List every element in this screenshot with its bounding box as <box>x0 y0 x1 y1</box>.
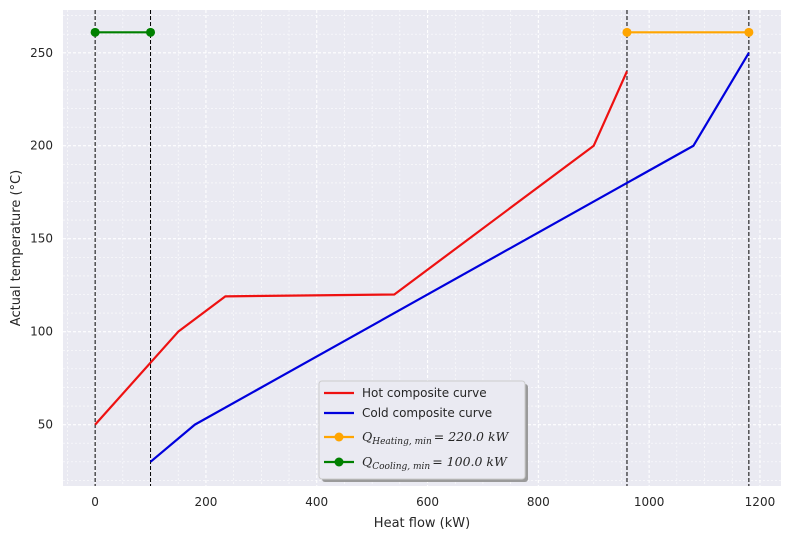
x-axis-label: Heat flow (kW) <box>374 516 470 531</box>
series-point-3 <box>146 27 156 37</box>
series-point-3 <box>90 27 100 37</box>
x-tick-label: 800 <box>527 495 550 509</box>
legend-marker-3 <box>334 457 344 467</box>
x-tick-label: 200 <box>194 495 217 509</box>
x-tick-label: 1000 <box>634 495 665 509</box>
y-tick-label: 50 <box>38 418 53 432</box>
y-tick-label: 250 <box>30 46 53 60</box>
legend: Hot composite curve Cold composite curve Q… <box>318 380 528 482</box>
legend-label-0: Hot composite curve <box>362 386 487 400</box>
series-line-1 <box>149 52 750 463</box>
legend-label-2: QHeating, min = 220.0 kW <box>362 429 510 447</box>
legend-box <box>318 380 526 480</box>
x-tick-labels: 0 200 400 600 800 1000 1200 <box>91 495 775 509</box>
x-tick-label: 1200 <box>745 495 776 509</box>
y-tick-label: 100 <box>30 325 53 339</box>
series-point-2 <box>744 27 754 37</box>
vertical-lines <box>94 10 750 486</box>
x-tick-label: 600 <box>416 495 439 509</box>
x-tick-label: 400 <box>305 495 328 509</box>
y-axis-label: Actual temperature (°C) <box>9 170 24 326</box>
legend-label-3: QCooling, min = 100.0 kW <box>362 454 508 472</box>
series-group <box>90 27 754 463</box>
y-tick-label: 150 <box>30 232 53 246</box>
y-tick-label: 200 <box>30 139 53 153</box>
series-point-2 <box>622 27 632 37</box>
x-tick-label: 0 <box>91 495 99 509</box>
legend-label-1: Cold composite curve <box>362 406 492 420</box>
y-tick-labels: 50 100 150 200 250 <box>30 46 53 432</box>
series-line-0 <box>94 70 628 426</box>
legend-marker-2 <box>334 432 344 442</box>
